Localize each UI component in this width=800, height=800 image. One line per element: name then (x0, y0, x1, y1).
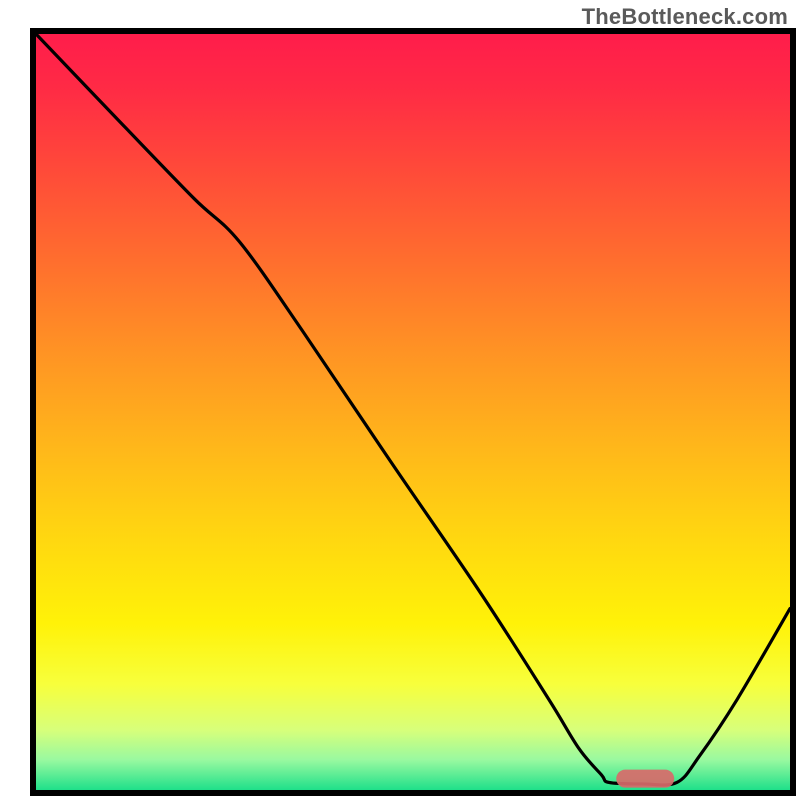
watermark-text: TheBottleneck.com (582, 4, 788, 30)
bottleneck-chart (0, 0, 800, 800)
optimal-range-marker (616, 770, 674, 788)
chart-container: TheBottleneck.com (0, 0, 800, 800)
gradient-background (36, 34, 790, 790)
